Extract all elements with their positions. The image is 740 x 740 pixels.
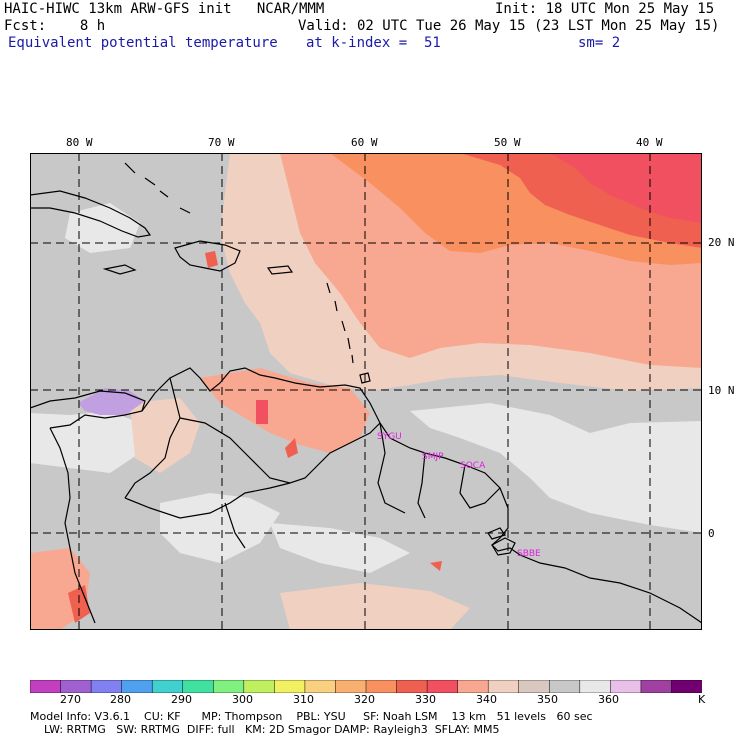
- model-info-line2: LW: RRTMG SW: RRTMG DIFF: full KM: 2D Sm…: [30, 723, 500, 736]
- colorbar-label-280: 280: [110, 693, 131, 706]
- colorbar-swatch: [671, 680, 702, 693]
- lon-label-80w: 80 W: [66, 136, 93, 149]
- colorbar-unit: K: [698, 693, 706, 706]
- colorbar-swatch: [610, 680, 642, 693]
- colorbar-swatch: [182, 680, 215, 693]
- field-patch-360-d: [270, 523, 410, 573]
- colorbar-label-310: 310: [293, 693, 314, 706]
- lat-label-10n: 10 N: [708, 384, 735, 397]
- colorbar-swatch: [365, 680, 398, 693]
- station-sbbe: SBBE: [517, 549, 541, 559]
- model-info-line1: Model Info: V3.6.1 CU: KF MP: Thompson P…: [30, 710, 593, 723]
- field-patch-360-a: [410, 403, 702, 533]
- coastlines: [30, 162, 702, 624]
- station-sygu: SYGU: [377, 432, 402, 442]
- colorbar-swatch: [90, 680, 123, 693]
- colorbar-label-300: 300: [232, 693, 253, 706]
- station-soca: SOCA: [460, 461, 486, 471]
- lon-label-40w: 40 W: [636, 136, 663, 149]
- field-patch-360-c: [160, 493, 280, 563]
- colorbar-swatch: [121, 680, 153, 693]
- field-patch-345-south: [280, 583, 470, 630]
- colorbar-swatch: [396, 680, 428, 693]
- field-spot-330-e: [68, 585, 90, 623]
- colorbar-swatch: [60, 680, 92, 693]
- colorbar-swatch: [335, 680, 367, 693]
- field-spot-330-a: [256, 400, 268, 424]
- colorbar-swatch: [274, 680, 306, 693]
- colorbar-swatch: [243, 680, 276, 693]
- map-frame: [30, 153, 702, 630]
- colorbar-label-360: 360: [598, 693, 619, 706]
- lat-label-20n: 20 N: [708, 236, 735, 249]
- colorbar: [30, 680, 702, 693]
- colorbar-label-270: 270: [60, 693, 81, 706]
- colorbar-swatch: [304, 680, 337, 693]
- valid-time: Valid: 02 UTC Tue 26 May 15 (23 LST Mon …: [298, 18, 720, 34]
- field-patch-345-andes: [130, 398, 200, 473]
- field-name: Equivalent potential temperature: [8, 35, 278, 51]
- colorbar-label-290: 290: [171, 693, 192, 706]
- colorbar-swatch: [151, 680, 184, 693]
- colorbar-swatch: [487, 680, 520, 693]
- theta-e-map: [30, 153, 702, 630]
- colorbar-swatch: [518, 680, 551, 693]
- lon-label-70w: 70 W: [208, 136, 235, 149]
- colorbar-label-330: 330: [415, 693, 436, 706]
- field-patch-340-venezuela: [200, 368, 370, 453]
- colorbar-label-340: 340: [476, 693, 497, 706]
- field-band-330-east: [550, 153, 702, 223]
- graticule: [30, 153, 702, 630]
- colorbar-swatch: [426, 680, 459, 693]
- forecast-hour: Fcst: 8 h: [4, 18, 106, 34]
- colorbar-label-350: 350: [537, 693, 558, 706]
- lon-label-60w: 60 W: [351, 136, 378, 149]
- colorbar-swatch: [30, 680, 62, 693]
- colorbar-swatch: [549, 680, 581, 693]
- colorbar-swatch: [213, 680, 245, 693]
- lon-label-50w: 50 W: [494, 136, 521, 149]
- colorbar-label-320: 320: [354, 693, 375, 706]
- colorbar-swatch: [457, 680, 489, 693]
- smoothing-info: sm= 2: [578, 35, 621, 51]
- field-spot-330-b: [285, 438, 298, 458]
- field-spot-330-d: [430, 561, 442, 571]
- colorbar-swatch: [579, 680, 612, 693]
- station-smjp: SMJP: [422, 452, 444, 462]
- field-spot-330-c: [205, 251, 218, 268]
- colorbar-swatch: [640, 680, 673, 693]
- init-time: Init: 18 UTC Mon 25 May 15: [495, 1, 715, 17]
- run-title: HAIC-HIWC 13km ARW-GFS init NCAR/MMM: [4, 1, 325, 17]
- level-info: at k-index = 51: [306, 35, 441, 51]
- field-patch-360-b: [30, 411, 140, 473]
- lat-label-0: 0: [708, 527, 715, 540]
